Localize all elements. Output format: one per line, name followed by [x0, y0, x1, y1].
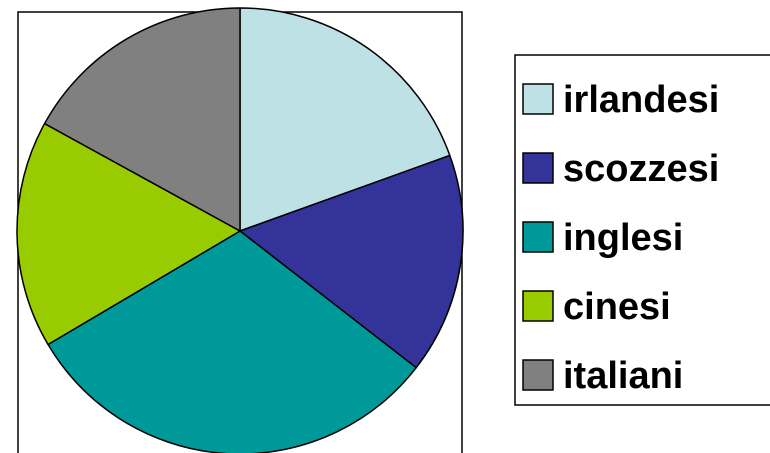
legend-label-cinesi: cinesi — [563, 286, 671, 328]
legend-swatch-italiani — [522, 359, 554, 391]
legend-label-inglesi: inglesi — [563, 217, 683, 259]
legend-swatch-scozzesi — [522, 152, 554, 184]
pie-slice-italiani — [43, 7, 241, 232]
legend-label-scozzesi: scozzesi — [563, 148, 719, 190]
pie-slice-scozzesi — [239, 154, 464, 369]
pie-slice-irlandesi — [239, 7, 451, 232]
pie-slice-inglesi — [47, 230, 417, 453]
legend-label-irlandesi: irlandesi — [563, 79, 719, 121]
pie-slice-cinesi — [16, 122, 241, 346]
legend-swatch-cinesi — [522, 290, 554, 322]
legend-label-italiani: italiani — [563, 355, 683, 397]
legend-swatch-inglesi — [522, 221, 554, 253]
legend: irlandesi scozzesi inglesi cinesi italiani — [522, 79, 719, 397]
legend-frame — [514, 54, 770, 406]
pie-slices — [16, 7, 464, 453]
legend-swatch-irlandesi — [522, 83, 554, 115]
